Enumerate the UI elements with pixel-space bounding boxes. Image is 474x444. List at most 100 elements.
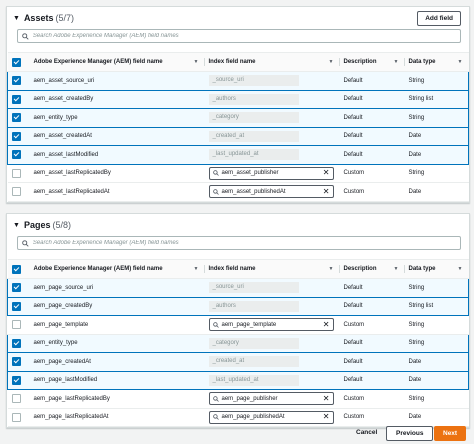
pages-search-input[interactable] — [32, 240, 456, 246]
table-row[interactable]: aem_page_lastReplicatedAt aem_page_publis… — [7, 408, 469, 427]
column-header-aem-field[interactable]: Adobe Experience Manager (AEM) field nam… — [29, 259, 205, 279]
column-header-description[interactable]: Description ▼ — [339, 52, 405, 72]
cancel-button[interactable]: Cancel — [356, 426, 377, 439]
index-field-readonly: _created_at — [208, 130, 299, 142]
table-row[interactable]: aem_page_template aem_page_template ✕ Custo… — [7, 315, 469, 335]
row-select-cell — [7, 126, 30, 146]
column-label: Description — [343, 59, 377, 65]
table-row[interactable]: aem_page_lastReplicatedBy aem_page_publis… — [7, 389, 469, 409]
column-header-aem-field[interactable]: Adobe Experience Manager (AEM) field nam… — [29, 52, 205, 72]
search-icon — [212, 321, 219, 328]
assets-table: Adobe Experience Manager (AEM) field nam… — [7, 52, 469, 202]
sort-icon: ▼ — [457, 59, 463, 65]
description-cell: Custom — [339, 182, 405, 202]
clear-icon[interactable]: ✕ — [322, 168, 330, 178]
row-checkbox[interactable] — [12, 301, 21, 311]
row-checkbox[interactable] — [12, 94, 21, 104]
clear-icon[interactable]: ✕ — [322, 393, 330, 403]
index-field-input[interactable]: aem_asset_publisher ✕ — [208, 166, 334, 180]
column-header-index-field[interactable]: Index field name ▼ — [204, 259, 340, 279]
index-field-cell: aem_page_template ✕ — [204, 315, 340, 335]
clear-icon[interactable]: ✕ — [322, 319, 330, 329]
index-field-readonly: _created_at — [208, 356, 299, 368]
index-field-readonly: _source_uri — [208, 75, 299, 87]
description-cell: Default — [339, 352, 405, 372]
select-all-header — [7, 259, 30, 279]
index-field-cell: _created_at — [204, 126, 340, 146]
sort-icon: ▼ — [393, 59, 399, 65]
index-field-cell: aem_page_publisher ✕ — [204, 389, 340, 409]
column-label: Adobe Experience Manager (AEM) field nam… — [33, 266, 163, 272]
table-row[interactable]: aem_page_source_uri _source_uri Default Str… — [7, 278, 469, 298]
caret-down-icon[interactable]: ▼ — [13, 221, 20, 229]
index-field-input[interactable]: aem_page_publishedAt ✕ — [208, 410, 334, 424]
pages-panel-title: Pages — [23, 220, 51, 230]
table-row[interactable]: aem_entity_type _category Default String — [7, 108, 469, 128]
select-all-header — [7, 52, 30, 72]
table-row[interactable]: aem_asset_source_uri _source_uri Default St… — [7, 71, 469, 91]
data-type-cell: Date — [404, 126, 469, 146]
pages-search-field[interactable] — [17, 236, 461, 250]
select-all-checkbox[interactable] — [11, 264, 21, 274]
sort-icon: ▼ — [328, 59, 334, 65]
column-header-description[interactable]: Description ▼ — [339, 259, 405, 279]
data-type-cell: String — [404, 315, 469, 335]
column-header-data-type[interactable]: Data type ▼ — [404, 259, 469, 279]
search-icon — [22, 239, 29, 247]
data-type-cell: String — [404, 278, 469, 298]
index-field-readonly: _category — [208, 337, 299, 349]
row-checkbox[interactable] — [11, 412, 21, 422]
table-row[interactable]: aem_page_createdBy _authors Default String … — [7, 296, 469, 316]
table-row[interactable]: aem_asset_lastModified _last_updated_at De… — [7, 145, 469, 165]
table-row[interactable]: aem_page_createdAt _created_at Default Date — [7, 352, 469, 372]
index-field-input[interactable]: aem_page_template ✕ — [208, 318, 334, 332]
assets-panel-count: (5/7) — [55, 13, 74, 23]
column-divider — [203, 58, 205, 66]
search-icon — [212, 188, 219, 195]
aem-field-name: aem_page_lastModified — [29, 370, 205, 390]
description-cell: Default — [339, 71, 405, 91]
index-field-input[interactable]: aem_page_publisher ✕ — [208, 392, 334, 406]
table-row[interactable]: aem_page_lastModified _last_updated_at Def… — [7, 370, 469, 390]
assets-search-field[interactable] — [17, 29, 461, 43]
data-type-cell: String — [404, 71, 469, 91]
clear-icon[interactable]: ✕ — [322, 412, 330, 422]
row-checkbox[interactable] — [11, 187, 21, 197]
assets-add-field-button[interactable]: Add field — [417, 10, 461, 26]
table-row[interactable]: aem_asset_createdBy _authors Default String… — [7, 89, 469, 109]
select-all-checkbox[interactable] — [11, 57, 21, 67]
pages-panel: ▼ Pages (5/8) Adobe Experience Manager (… — [6, 213, 470, 428]
row-checkbox[interactable] — [12, 375, 21, 385]
column-header-index-field[interactable]: Index field name ▼ — [204, 52, 340, 72]
row-checkbox[interactable] — [12, 113, 21, 123]
clear-icon[interactable]: ✕ — [322, 186, 330, 196]
column-label: Adobe Experience Manager (AEM) field nam… — [33, 59, 163, 65]
row-checkbox[interactable] — [12, 283, 21, 293]
row-checkbox[interactable] — [11, 168, 21, 178]
row-checkbox[interactable] — [11, 320, 21, 330]
previous-button[interactable]: Previous — [386, 426, 434, 441]
assets-search-input[interactable] — [32, 33, 456, 39]
row-checkbox[interactable] — [12, 76, 21, 86]
row-checkbox[interactable] — [12, 131, 21, 141]
description-cell: Default — [339, 108, 405, 128]
column-header-data-type[interactable]: Data type ▼ — [404, 52, 469, 72]
row-checkbox[interactable] — [12, 357, 21, 367]
caret-down-icon[interactable]: ▼ — [13, 14, 20, 22]
table-row[interactable]: aem_asset_lastReplicatedAt aem_asset_publ… — [7, 182, 469, 202]
table-row[interactable]: aem_asset_lastReplicatedBy aem_asset_publ… — [7, 164, 469, 183]
next-button[interactable]: Next — [434, 426, 467, 441]
table-row[interactable]: aem_asset_createdAt _created_at Default Dat… — [7, 126, 469, 146]
index-field-cell: _created_at — [204, 352, 340, 372]
index-field-input[interactable]: aem_asset_publishedAt ✕ — [208, 185, 334, 199]
aem-field-name: aem_asset_lastReplicatedBy — [29, 164, 205, 183]
column-divider — [403, 58, 405, 66]
index-field-cell: aem_asset_publishedAt ✕ — [204, 182, 340, 202]
row-checkbox[interactable] — [12, 338, 21, 348]
row-checkbox[interactable] — [12, 150, 21, 160]
column-label: Data type — [408, 59, 436, 65]
row-checkbox[interactable] — [11, 394, 21, 404]
description-cell: Default — [339, 89, 405, 109]
table-row[interactable]: aem_entity_type _category Default String — [7, 333, 469, 353]
index-field-readonly: _last_updated_at — [208, 374, 299, 386]
